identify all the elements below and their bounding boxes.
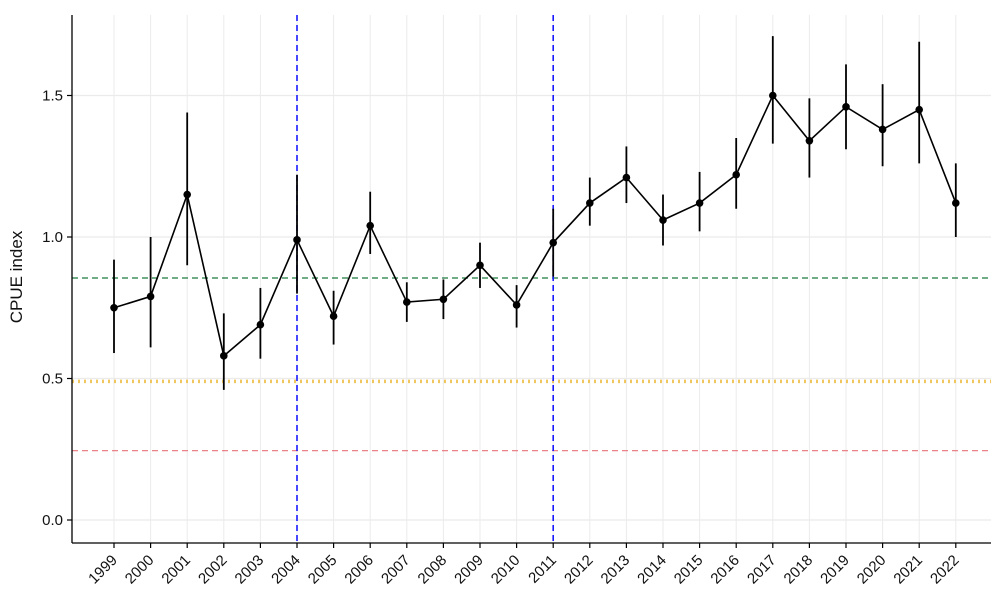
data-point [220, 352, 228, 360]
x-tick-label: 2007 [378, 552, 414, 588]
x-tick-label: 2003 [232, 552, 268, 588]
x-tick-label: 2005 [305, 552, 341, 588]
y-tick-label: 0.5 [42, 371, 63, 388]
data-point [732, 170, 740, 179]
series-line [113, 93, 957, 358]
data-point [476, 261, 484, 270]
y-tick-label: 1.5 [42, 88, 63, 105]
x-tick-label: 2019 [817, 552, 853, 588]
x-tick-label: 2014 [634, 552, 670, 588]
data-point [183, 190, 191, 199]
x-tick-label: 2011 [525, 552, 560, 587]
x-tick-label: 2013 [598, 552, 634, 588]
x-tick-label: 2016 [707, 552, 743, 588]
tick-labels: 0.0 0.5 1.0 1.5 1999 2000 2001 2002 2003 2004 2005… [42, 88, 962, 588]
data-point [293, 236, 301, 244]
data-point [439, 295, 448, 304]
data-point [586, 199, 594, 207]
x-tick-label: 2015 [671, 552, 707, 588]
x-tick-label: 2009 [451, 552, 487, 588]
data-point [805, 136, 814, 145]
data-point [110, 303, 118, 312]
x-tick-label: 2000 [122, 552, 158, 588]
x-tick-label: 2021 [890, 552, 926, 588]
x-tick-label: 2002 [195, 552, 231, 588]
data-point [549, 238, 557, 247]
x-tick-label: 2022 [927, 552, 963, 588]
x-tick-label: 2001 [158, 552, 194, 588]
x-tick-label: 2020 [854, 552, 890, 588]
data-point [878, 125, 887, 134]
data-point [329, 312, 338, 321]
x-tick-label: 1999 [85, 552, 121, 588]
x-tick-label: 2004 [268, 552, 304, 588]
data-point [915, 105, 923, 114]
data-point [146, 292, 155, 301]
data-point [366, 221, 375, 230]
y-axis-title: CPUE index [7, 230, 26, 323]
data-point [769, 91, 777, 100]
series-cpue [110, 36, 960, 390]
x-tick-label: 2012 [561, 552, 597, 588]
data-point [659, 216, 667, 224]
x-tick-label: 2010 [488, 552, 524, 588]
y-tick-label: 0.0 [42, 512, 63, 529]
data-point [512, 301, 521, 309]
x-tick-label: 2018 [781, 552, 817, 588]
x-tick-label: 2006 [341, 552, 377, 588]
y-tick-label: 1.0 [42, 229, 63, 246]
data-point [403, 298, 411, 306]
data-point [952, 199, 960, 207]
x-tick-label: 2017 [744, 552, 780, 588]
data-point [622, 173, 631, 182]
axes [67, 15, 991, 548]
data-point [842, 103, 850, 111]
data-point [695, 199, 704, 207]
data-point [256, 320, 265, 329]
x-tick-label: 2008 [415, 552, 451, 588]
